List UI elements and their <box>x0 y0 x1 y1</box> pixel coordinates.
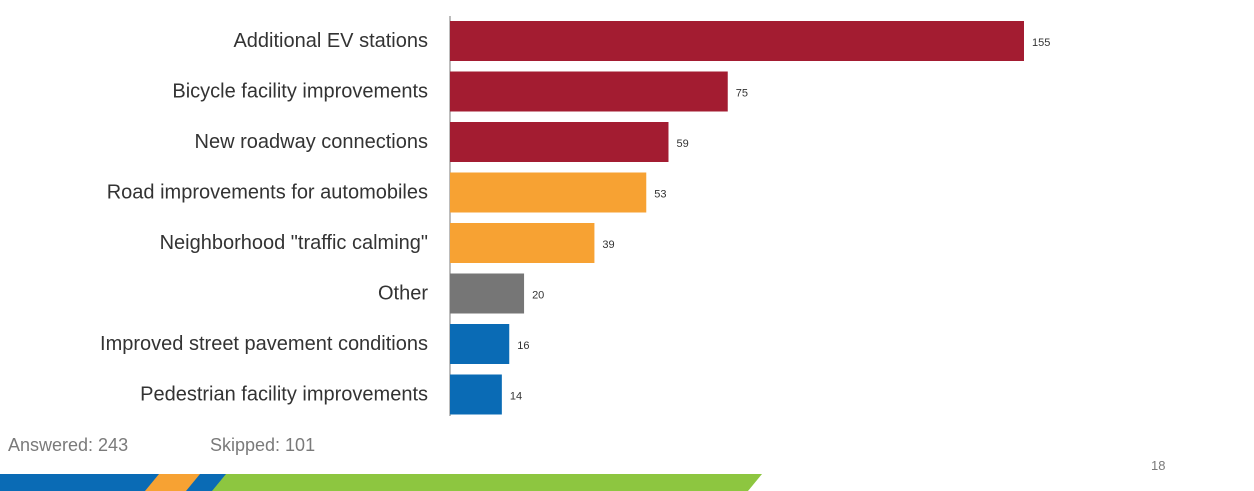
category-label: Improved street pavement conditions <box>100 333 428 355</box>
skipped-count: Skipped: 101 <box>210 435 316 455</box>
bar <box>450 122 669 162</box>
answered-count: Answered: 243 <box>8 435 129 455</box>
page-number: 18 <box>1151 458 1166 473</box>
bar <box>450 172 647 213</box>
data-label: 59 <box>676 138 688 150</box>
category-label: Road improvements for automobiles <box>107 182 428 204</box>
footer-stripe-orange <box>145 474 200 491</box>
bar <box>450 71 728 112</box>
data-label: 16 <box>517 340 529 352</box>
category-label: New roadway connections <box>195 131 428 153</box>
category-label: Pedestrian facility improvements <box>140 384 428 406</box>
bar <box>450 374 502 415</box>
data-label: 75 <box>736 88 748 100</box>
data-label: 14 <box>510 391 522 403</box>
bar-chart: Additional EV stations 155 Bicycle facilit… <box>100 16 1050 416</box>
footer-stripe-green <box>212 474 762 491</box>
category-label: Other <box>378 283 428 305</box>
category-label: Neighborhood "traffic calming" <box>160 232 428 254</box>
bar <box>450 324 510 364</box>
bar <box>450 21 1024 61</box>
data-label: 53 <box>654 189 666 201</box>
data-label: 155 <box>1032 37 1050 49</box>
footer-stripe-blue <box>0 474 235 491</box>
category-label: Bicycle facility improvements <box>172 81 428 103</box>
data-label: 39 <box>602 239 614 251</box>
bar <box>450 223 595 263</box>
bar <box>450 273 525 314</box>
category-label: Additional EV stations <box>233 30 428 52</box>
data-label: 20 <box>532 290 544 302</box>
